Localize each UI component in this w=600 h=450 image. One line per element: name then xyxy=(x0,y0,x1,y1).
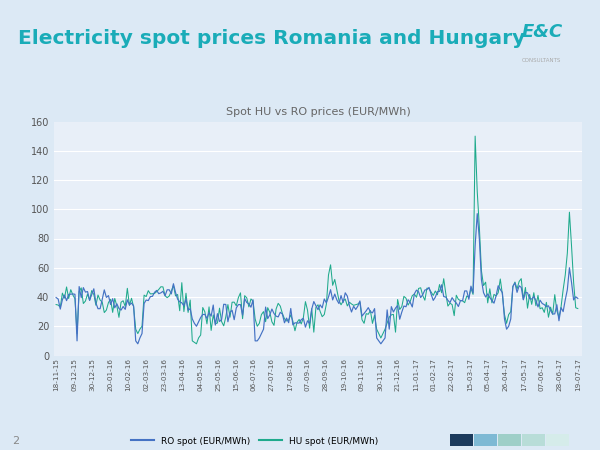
Text: E&C: E&C xyxy=(522,23,563,41)
Text: 2: 2 xyxy=(12,436,19,446)
Legend: RO spot (EUR/MWh), HU spot (EUR/MWh): RO spot (EUR/MWh), HU spot (EUR/MWh) xyxy=(127,433,382,449)
Title: Spot HU vs RO prices (EUR/MWh): Spot HU vs RO prices (EUR/MWh) xyxy=(226,107,410,117)
Text: Electricity spot prices Romania and Hungary: Electricity spot prices Romania and Hung… xyxy=(18,29,525,48)
Text: CONSULTANTS: CONSULTANTS xyxy=(522,58,562,63)
